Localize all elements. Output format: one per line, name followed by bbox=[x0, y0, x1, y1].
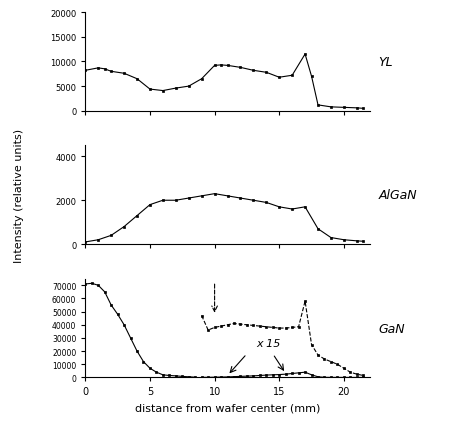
Text: AlGaN: AlGaN bbox=[378, 189, 417, 202]
Text: YL: YL bbox=[378, 56, 393, 69]
X-axis label: distance from wafer center (mm): distance from wafer center (mm) bbox=[135, 402, 320, 412]
Text: GaN: GaN bbox=[378, 322, 405, 335]
Text: x 15: x 15 bbox=[256, 338, 280, 348]
Text: Intensity (relative units): Intensity (relative units) bbox=[14, 128, 24, 262]
